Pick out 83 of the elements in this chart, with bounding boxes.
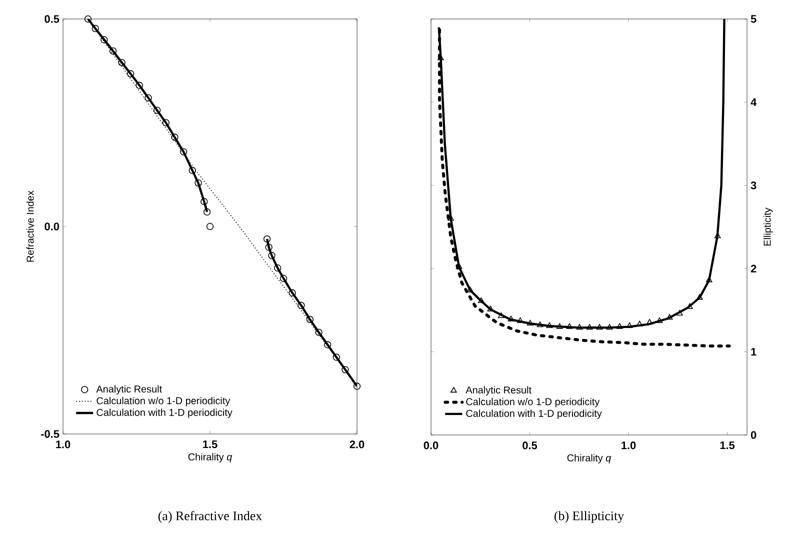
point [332,354,340,361]
point [171,134,178,141]
x-axis-title: Chirality q [567,454,612,464]
y-axis-title: Refractive Index [26,190,34,262]
point [153,106,161,114]
x-tick-label: 2.0 [350,440,364,448]
y2-tick-label: 4 [750,98,757,106]
point [144,94,152,102]
point [118,58,126,66]
text: (b) Ellipticity [554,511,624,523]
legend-label: Calculation w/o 1-D periodicity [466,398,600,408]
point [576,324,583,330]
point [646,319,653,325]
legend-label: Calculation with 1-D periodicity [96,408,232,418]
point [696,294,703,300]
point [487,306,494,312]
x-tick-label: 1.5 [203,440,218,448]
point [666,314,673,320]
point [714,232,721,238]
legend-label: Calculation w/o 1-D periodicity [96,396,230,406]
point [263,235,271,243]
point [265,244,272,251]
point [656,317,663,323]
point [274,264,282,272]
point [626,322,633,328]
point [188,166,196,174]
legend-label: Analytic Result [466,386,532,396]
point [84,15,92,23]
point [606,324,613,330]
point [353,382,361,390]
y2-tick-label: 2 [750,264,756,272]
legend-label: Calculation with 1-D periodicity [466,410,602,419]
point [268,252,276,260]
y2-tick-label: 3 [750,182,756,190]
legend-label: Analytic Result [96,385,162,395]
point [586,324,593,330]
point [546,322,553,328]
point [676,310,683,316]
point [556,323,563,329]
point [194,179,202,187]
point [306,316,314,324]
point [636,320,643,326]
point [526,320,534,326]
point [324,341,332,348]
point [686,303,693,309]
point [566,323,573,329]
x-tick-label: 1.0 [622,442,636,450]
x-tick-label: 1.0 [56,440,70,448]
point [203,208,211,216]
point [466,286,474,292]
y-tick-label: 0.0 [44,222,60,230]
point [206,222,214,230]
point [315,328,322,336]
point [280,274,288,282]
x-tick-label: 0.0 [424,442,438,450]
point [180,148,188,156]
point [478,297,484,304]
y-tick-label: 0.5 [44,15,60,23]
point [616,323,623,329]
point [342,366,349,374]
y-tick-label: -0.5 [41,430,60,438]
y2-tick-label: 0 [750,431,756,439]
y2-tick-label: 1 [751,348,756,356]
point [109,47,117,55]
point [162,119,170,126]
point [536,322,544,328]
point [288,289,296,296]
point [127,70,134,78]
x-tick-label: 0.5 [522,442,538,450]
x-axis-title: Chirality q [188,453,232,462]
y2-tick-label: 5 [750,15,756,23]
point [498,312,504,318]
point [200,198,208,206]
point [136,82,144,89]
y2-axis-title: Ellipticity [763,208,773,246]
point [298,302,305,309]
x-tick-label: 1.5 [720,442,735,450]
point [706,276,712,282]
point [92,24,99,32]
point [596,324,603,330]
text: (a) Refractive Index [158,511,262,523]
point [508,316,514,322]
point [100,36,108,44]
